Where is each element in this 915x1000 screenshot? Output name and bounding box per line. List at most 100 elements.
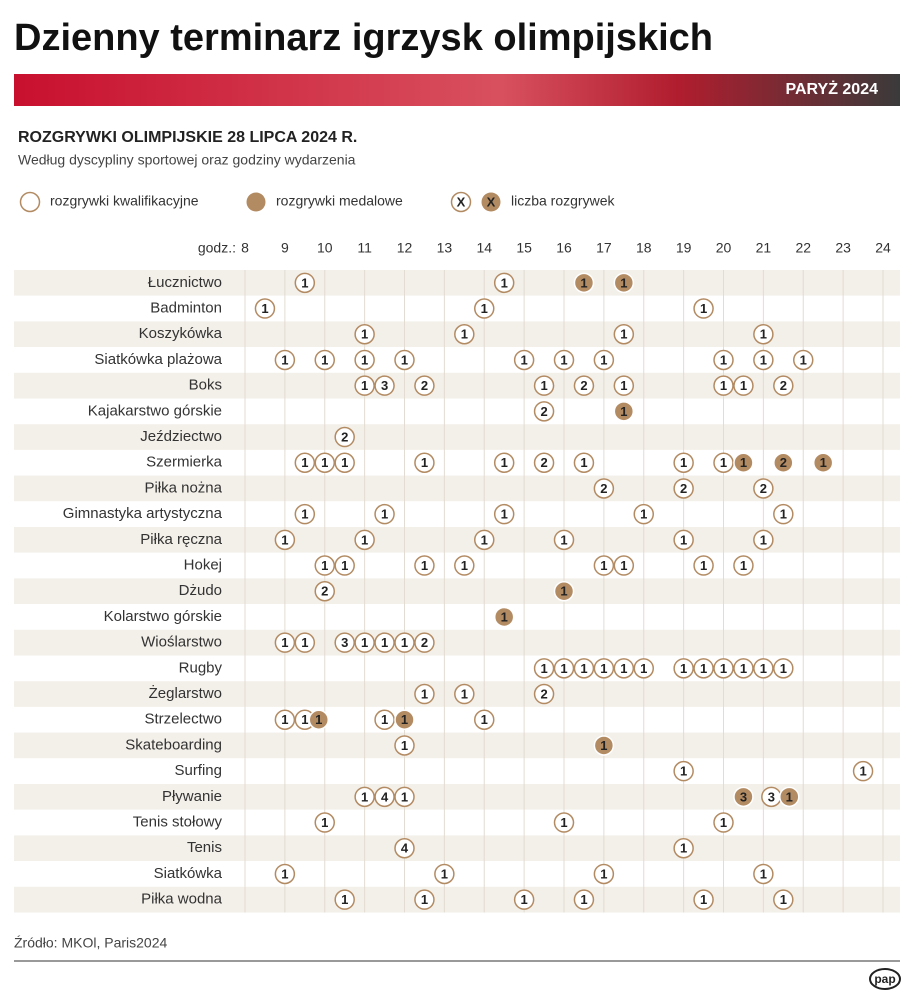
qualifying-event — [533, 658, 555, 679]
event-count: 1 — [540, 378, 547, 393]
row-band — [14, 501, 900, 527]
event-count: 1 — [820, 455, 827, 470]
x-tick-label: 8 — [241, 240, 249, 256]
event-count: 1 — [461, 686, 468, 701]
qualifying-event — [334, 426, 355, 448]
event-count: 1 — [640, 507, 647, 522]
qualifying-event — [593, 658, 615, 679]
qualifying-event — [394, 349, 415, 371]
qualifying-event — [474, 709, 495, 730]
event-count: 1 — [760, 352, 767, 367]
row-band — [14, 629, 900, 656]
event-count: 2 — [421, 635, 428, 650]
event-count: 1 — [281, 635, 288, 650]
qualifying-event — [753, 349, 774, 371]
x-tick-label: 20 — [716, 240, 732, 256]
qualifying-event — [773, 503, 794, 525]
event-count: 1 — [281, 352, 288, 367]
event-count: 1 — [580, 892, 587, 907]
event-count: 3 — [381, 378, 388, 393]
medal-event — [733, 786, 754, 808]
source: Źródło: MKOl, Paris2024 — [14, 935, 167, 951]
qualifying-event — [454, 555, 475, 576]
qualifying-event — [573, 375, 595, 396]
x-tick-label: 19 — [676, 240, 692, 256]
row-band — [14, 424, 900, 450]
event-count: 1 — [421, 892, 428, 907]
event-count: 1 — [401, 635, 408, 650]
event-count: 1 — [401, 712, 408, 727]
qualifying-event — [673, 658, 694, 679]
qualifying-event — [673, 838, 694, 859]
event-count: 1 — [740, 455, 747, 470]
qualifying-event — [693, 658, 714, 679]
legend-count-icon — [481, 192, 501, 212]
qualifying-event — [314, 452, 335, 473]
qualifying-event — [593, 863, 615, 885]
row-label: Łucznictwo — [148, 274, 222, 291]
row-label: Skateboarding — [125, 736, 222, 753]
qualifying-event — [274, 863, 296, 885]
qualifying-event — [633, 658, 654, 679]
row-label: Hokej — [184, 557, 222, 574]
medal-event — [493, 606, 515, 628]
event-count: 1 — [620, 378, 627, 393]
event-count: 1 — [461, 327, 468, 342]
x-tick-label: 17 — [596, 240, 612, 256]
qualifying-event — [713, 375, 734, 396]
qualifying-event — [693, 889, 714, 910]
medal-event — [773, 452, 794, 473]
qualifying-event — [294, 272, 316, 294]
qualifying-event — [374, 709, 395, 730]
x-tick-label: 11 — [357, 240, 372, 256]
legend-count: liczba rozgrywek — [511, 193, 615, 209]
qualifying-event — [414, 452, 435, 473]
row-label: Boks — [189, 377, 222, 394]
event-count: 1 — [321, 815, 328, 830]
row-label: Siatkówka plażowa — [94, 351, 222, 368]
event-count: 1 — [361, 635, 368, 650]
event-count: 1 — [700, 892, 707, 907]
event-count: 1 — [321, 352, 328, 367]
row-label: Tenis — [187, 839, 222, 856]
qualifying-event — [414, 632, 435, 653]
medal-event — [613, 401, 635, 422]
event-count: 1 — [341, 892, 348, 907]
event-count: 1 — [361, 378, 368, 393]
event-count: 1 — [281, 712, 288, 727]
event-count: 1 — [301, 712, 308, 727]
row-band — [14, 835, 900, 862]
qualifying-event — [454, 683, 475, 705]
qualifying-event — [354, 529, 375, 551]
row-label: Kajakarstwo górskie — [88, 402, 222, 419]
row-band — [14, 706, 900, 733]
event-count: 1 — [620, 404, 627, 419]
qualifying-event — [713, 349, 734, 371]
legend-count-icon — [450, 191, 472, 213]
qualifying-event — [693, 555, 714, 576]
qualifying-event — [713, 812, 734, 833]
event-count: 1 — [640, 661, 647, 676]
row-label: Gimnastyka artystyczna — [63, 505, 223, 522]
event-count: 2 — [600, 481, 607, 496]
qualifying-event — [553, 349, 575, 371]
event-count: 1 — [361, 352, 368, 367]
event-count: 2 — [540, 404, 547, 419]
event-count: 1 — [740, 378, 747, 393]
row-label: Piłka nożna — [144, 479, 222, 496]
qualifying-event — [773, 375, 794, 396]
row-band — [14, 295, 900, 322]
event-count: 1 — [381, 507, 388, 522]
qualifying-event — [334, 889, 355, 910]
qualifying-event — [573, 889, 595, 910]
event-count: 1 — [700, 558, 707, 573]
event-count: 1 — [560, 815, 567, 830]
medal-event — [812, 452, 834, 473]
x-tick-label: 24 — [875, 240, 891, 256]
event-count: 2 — [540, 686, 547, 701]
event-count: 1 — [381, 712, 388, 727]
event-count: 1 — [720, 455, 727, 470]
qualifying-event — [274, 632, 296, 653]
row-label: Jeździectwo — [140, 428, 222, 445]
event-count: 1 — [401, 789, 408, 804]
